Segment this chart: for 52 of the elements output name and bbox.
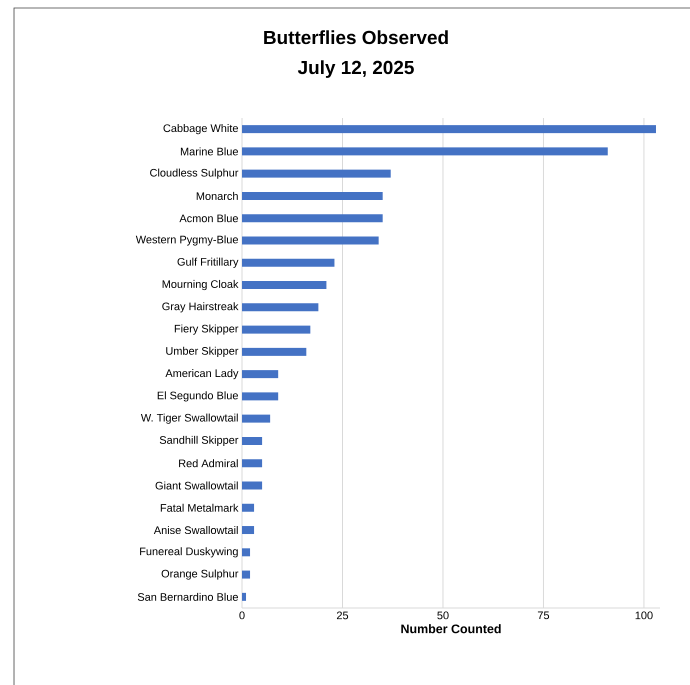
y-tick-label: W. Tiger Swallowtail — [140, 414, 238, 424]
bar — [242, 370, 278, 378]
x-tick-label: 75 — [538, 612, 550, 620]
bar — [242, 214, 383, 222]
x-tick-label: 0 — [239, 612, 245, 620]
bar — [242, 548, 250, 556]
y-tick-label: Western Pygmy-Blue — [136, 235, 238, 246]
x-tick-label: 50 — [437, 612, 449, 620]
y-tick-label: Anise Swallowtail — [154, 526, 238, 534]
bar — [242, 258, 334, 267]
x-tick-label: 25 — [336, 612, 348, 620]
bar — [242, 504, 254, 512]
bar — [242, 392, 278, 400]
bar — [242, 147, 608, 156]
y-tick-label: Red Admiral — [179, 459, 238, 468]
y-tick-label: Sandhill Skipper — [160, 436, 238, 446]
bar — [242, 326, 310, 334]
bar — [242, 414, 270, 423]
bar — [242, 236, 379, 244]
y-tick-label: Marine Blue — [180, 147, 238, 156]
y-tick-label: Mourning Cloak — [162, 280, 238, 290]
bar — [242, 348, 306, 356]
y-tick-label: Fiery Skipper — [174, 324, 238, 335]
bar — [242, 481, 262, 490]
bar — [242, 281, 326, 290]
y-tick-label: San Bernardino Blue — [138, 592, 238, 601]
bar — [242, 436, 262, 445]
y-tick-label: Fatal Metalmark — [160, 504, 238, 512]
bar — [242, 592, 246, 601]
y-tick-label: Cloudless Sulphur — [150, 168, 238, 179]
y-tick-label: Orange Sulphur — [162, 569, 238, 580]
bar — [242, 170, 391, 178]
bar — [242, 459, 262, 468]
chart-subtitle: July 12, 2025 — [298, 60, 414, 78]
y-tick-label: Acmon Blue — [179, 214, 238, 222]
y-tick-label: Cabbage White — [164, 124, 238, 134]
x-axis-title: Number Counted — [401, 624, 501, 634]
y-tick-label: Monarch — [196, 192, 238, 200]
y-tick-label: El Segundo Blue — [158, 391, 238, 402]
bar — [242, 125, 656, 134]
y-tick-label: Gulf Fritillary — [178, 258, 238, 268]
y-tick-label: Gray Hairstreak — [162, 302, 238, 312]
bar — [242, 303, 318, 312]
bar — [242, 526, 254, 534]
x-tick-label: 100 — [636, 612, 653, 620]
y-tick-label: Giant Swallowtail — [156, 481, 238, 490]
y-tick-label: Funereal Duskywing — [140, 547, 238, 558]
bar — [242, 570, 250, 579]
bar — [242, 192, 383, 200]
chart-title: Butterflies Observed — [264, 30, 448, 44]
y-tick-label: American Lady — [165, 369, 238, 380]
y-tick-label: Umber Skipper — [166, 346, 238, 357]
